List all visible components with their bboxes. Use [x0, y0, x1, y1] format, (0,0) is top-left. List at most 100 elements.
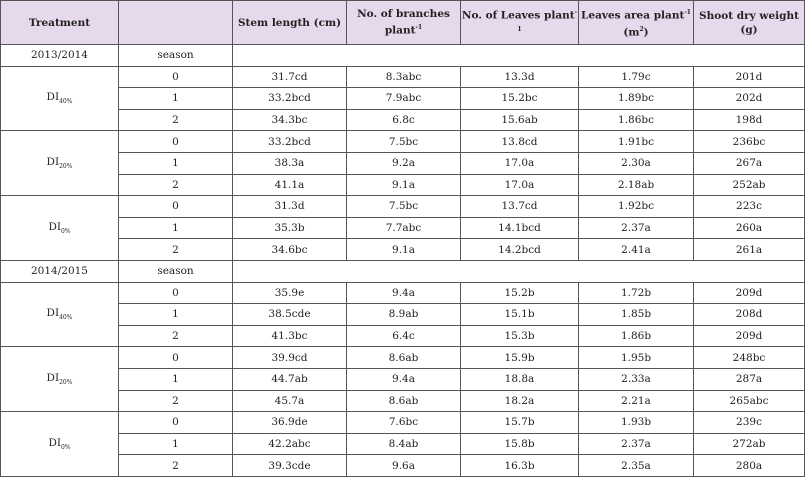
- header-area-text: Leaves area plant: [581, 9, 685, 22]
- shoot-weight-cell: 201d: [693, 65, 805, 89]
- shoot-weight-cell: 261a: [693, 238, 805, 261]
- stem-length-cell: 38.3a: [232, 151, 347, 175]
- treatment-cell: DI40%: [0, 65, 119, 132]
- leaves-cell: 17.0a: [460, 151, 579, 175]
- header-shoot-dry-weight: Shoot dry weight (g): [693, 0, 805, 45]
- level-cell: 2: [118, 389, 233, 413]
- treatment-level: 20%: [59, 163, 73, 171]
- branches-cell: 8.6ab: [346, 389, 461, 413]
- branches-cell: 7.5bc: [346, 195, 461, 218]
- season-year: 2014/2015: [0, 259, 119, 283]
- leaves-cell: 13.8cd: [460, 130, 579, 153]
- shoot-weight-cell: 260a: [693, 216, 805, 240]
- header-row: Treatment Stem length (cm) No. of branch…: [0, 0, 805, 45]
- treatment-cell: DI20%: [0, 130, 119, 197]
- table-body: 2013/2014 season DI40% 0 31.7cd 8.3abc 13.3d 1.…: [0, 44, 805, 477]
- branches-cell: 8.4ab: [346, 432, 461, 456]
- leaves-area-cell: 1.86bc: [578, 108, 694, 132]
- leaves-cell: 15.3b: [460, 324, 579, 348]
- header-leaves: No. of Leaves plant-1: [460, 0, 579, 45]
- branches-cell: 8.9ab: [346, 303, 461, 326]
- header-area-sup: -1: [684, 9, 691, 16]
- leaves-cell: 18.8a: [460, 367, 579, 391]
- shoot-weight-cell: 223c: [693, 195, 805, 218]
- leaves-area-cell: 2.41a: [578, 238, 694, 261]
- stem-length-cell: 38.5cde: [232, 303, 347, 326]
- table-row: DI20% 0 33.2bcd 7.5bc 13.8cd 1.91bc 236bc: [0, 130, 805, 197]
- branches-cell: 7.7abc: [346, 216, 461, 240]
- level-cell: 0: [118, 130, 233, 153]
- branches-cell: 9.2a: [346, 151, 461, 175]
- season-label: season: [118, 259, 233, 283]
- leaves-area-cell: 1.79c: [578, 65, 694, 89]
- stem-length-cell: 36.9de: [232, 411, 347, 434]
- branches-cell: 9.1a: [346, 238, 461, 261]
- leaves-area-cell: 1.72b: [578, 281, 694, 305]
- header-branches: No. of branches plant-1: [346, 0, 461, 45]
- treatment-cell: DI0%: [0, 195, 119, 261]
- stem-length-cell: 41.3bc: [232, 324, 347, 348]
- level-cell: 2: [118, 173, 233, 197]
- shoot-weight-cell: 265abc: [693, 389, 805, 413]
- level-cell: 1: [118, 216, 233, 240]
- header-leaves-text: No. of Leaves plant: [461, 9, 575, 22]
- stem-length-cell: 42.2abc: [232, 432, 347, 456]
- header-branches-text: No. of branches plant: [357, 8, 450, 37]
- treatment-level: 0%: [61, 228, 71, 236]
- header-leaves-area: Leaves area plant-1 (m2): [578, 0, 694, 45]
- table-row: DI40% 0 31.7cd 8.3abc 13.3d 1.79c 201d: [0, 65, 805, 132]
- season-blank: [232, 44, 805, 67]
- treatment-name: DI: [46, 372, 60, 385]
- shoot-weight-cell: 236bc: [693, 130, 805, 153]
- season-year: 2013/2014: [0, 44, 119, 67]
- leaves-area-cell: 2.35a: [578, 454, 694, 477]
- branches-cell: 9.6a: [346, 454, 461, 477]
- table-row: 2 41.1a 9.1a 17.0a 2.18ab 252ab: [1, 173, 805, 197]
- treatment-level: 40%: [59, 314, 73, 322]
- level-cell: 0: [118, 346, 233, 369]
- leaves-cell: 15.2b: [460, 281, 579, 305]
- branches-cell: 7.6bc: [346, 411, 461, 434]
- stem-length-cell: 31.3d: [232, 195, 347, 218]
- table-row: 1 44.7ab 9.4a 18.8a 2.33a 287a: [1, 367, 805, 391]
- leaves-cell: 15.8b: [460, 432, 579, 456]
- leaves-cell: 16.3b: [460, 454, 579, 477]
- level-cell: 0: [118, 281, 233, 305]
- branches-cell: 7.5bc: [346, 130, 461, 153]
- header-area-close: ): [643, 26, 649, 38]
- stem-length-cell: 33.2bcd: [232, 87, 347, 110]
- leaves-area-cell: 1.91bc: [578, 130, 694, 153]
- treatment-name: DI: [48, 221, 62, 233]
- level-cell: 2: [118, 238, 233, 261]
- stem-length-cell: 41.1a: [232, 173, 347, 197]
- branches-cell: 9.4a: [346, 281, 461, 305]
- branches-cell: 7.9abc: [346, 87, 461, 110]
- shoot-weight-cell: 202d: [693, 87, 805, 110]
- leaves-area-cell: 1.86b: [578, 324, 694, 348]
- leaves-area-cell: 1.89bc: [578, 87, 694, 110]
- shoot-weight-cell: 209d: [693, 281, 805, 305]
- shoot-weight-cell: 287a: [693, 367, 805, 391]
- leaves-cell: 14.2bcd: [460, 238, 579, 261]
- leaves-cell: 15.6ab: [460, 108, 579, 132]
- leaves-cell: 15.7b: [460, 411, 579, 434]
- shoot-weight-cell: 209d: [693, 324, 805, 348]
- leaves-cell: 15.9b: [460, 346, 579, 369]
- level-cell: 1: [118, 367, 233, 391]
- season-blank: [232, 259, 805, 283]
- leaves-cell: 13.7cd: [460, 195, 579, 218]
- header-treatment: Treatment: [0, 0, 119, 45]
- branches-cell: 9.1a: [346, 173, 461, 197]
- treatment-name: DI: [46, 307, 60, 320]
- treatment-cell: DI40%: [0, 281, 119, 348]
- table-row: DI20% 0 39.9cd 8.6ab 15.9b 1.95b 248bc: [0, 346, 805, 413]
- shoot-weight-cell: 280a: [693, 454, 805, 477]
- table-row: 1 33.2bcd 7.9abc 15.2bc 1.89bc 202d: [1, 87, 805, 110]
- leaves-cell: 15.1b: [460, 303, 579, 326]
- leaves-area-cell: 2.37a: [578, 432, 694, 456]
- header-blank: [118, 0, 233, 45]
- stem-length-cell: 34.3bc: [232, 108, 347, 132]
- table-row: DI0% 0 36.9de 7.6bc 15.7b 1.93b 239c: [0, 411, 805, 477]
- table-row: 1 42.2abc 8.4ab 15.8b 2.37a 272ab: [1, 432, 805, 456]
- level-cell: 1: [118, 432, 233, 456]
